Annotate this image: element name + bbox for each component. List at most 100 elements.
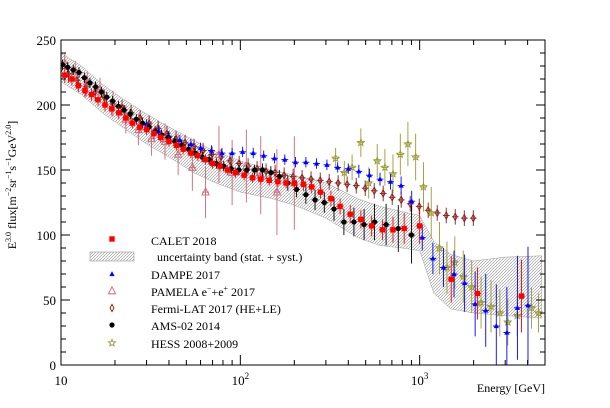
point-marker — [258, 176, 264, 182]
data-point — [403, 121, 413, 167]
data-point — [474, 267, 481, 320]
data-point — [524, 246, 532, 364]
data-point — [69, 64, 77, 76]
data-point — [290, 176, 298, 190]
data-point — [143, 124, 150, 135]
point-marker — [69, 76, 75, 82]
data-point — [282, 177, 290, 189]
point-marker — [312, 197, 318, 203]
point-marker — [229, 150, 235, 156]
point-marker — [416, 223, 423, 229]
data-point — [469, 210, 477, 226]
point-marker — [448, 276, 454, 282]
point-marker — [409, 198, 415, 204]
point-marker — [353, 181, 359, 191]
data-point — [126, 108, 134, 120]
data-point — [361, 180, 369, 196]
point-marker — [461, 213, 467, 223]
point-marker — [335, 164, 341, 170]
point-marker — [240, 148, 246, 154]
data-point — [339, 160, 349, 185]
point-marker — [104, 94, 110, 100]
legend-label-fermi: Fermi-LAT 2017 (HE+LE) — [151, 302, 281, 316]
y-tick-label: 150 — [37, 163, 57, 178]
data-point — [325, 173, 333, 190]
point-marker — [470, 213, 476, 223]
data-point — [81, 84, 89, 98]
point-marker — [81, 75, 87, 81]
point-marker — [452, 212, 458, 222]
point-marker — [173, 149, 183, 158]
data-point — [108, 102, 116, 116]
point-marker — [188, 162, 197, 171]
point-marker — [82, 88, 88, 94]
point-marker — [474, 290, 481, 297]
data-point — [492, 284, 500, 365]
legend-marker-dampe — [109, 271, 115, 277]
point-marker — [451, 271, 457, 277]
data-point — [450, 250, 458, 298]
point-marker — [418, 182, 429, 191]
point-marker — [483, 307, 489, 313]
data-point — [224, 164, 232, 176]
data-point — [416, 207, 424, 245]
point-marker — [388, 169, 398, 178]
point-marker — [398, 182, 404, 188]
data-point — [334, 175, 342, 191]
data-point — [482, 274, 490, 347]
point-marker — [202, 156, 209, 163]
legend-marker-symbol — [107, 285, 117, 295]
data-point — [218, 147, 226, 159]
point-marker — [93, 84, 99, 90]
data-point — [115, 106, 123, 120]
point-marker — [129, 120, 136, 126]
data-point — [397, 176, 405, 195]
point-marker — [356, 168, 362, 174]
point-marker — [272, 186, 282, 196]
data-point — [103, 92, 111, 103]
data-point — [346, 205, 354, 224]
data-point — [272, 149, 282, 235]
legend-entry-dampe: DAMPE 2017 — [109, 268, 220, 282]
data-point — [352, 177, 360, 194]
point-marker — [504, 329, 510, 335]
legend-label-hess: HESS 2008+2009 — [151, 337, 238, 351]
point-marker — [434, 243, 445, 252]
data-point — [249, 147, 257, 159]
data-point — [80, 72, 88, 83]
data-point — [467, 261, 477, 313]
data-point — [450, 236, 460, 289]
data-point — [320, 192, 328, 213]
data-point — [370, 183, 378, 199]
point-marker — [227, 156, 233, 166]
point-marker — [261, 152, 267, 158]
point-marker — [254, 164, 260, 174]
data-point — [265, 175, 273, 186]
data-point — [495, 289, 505, 337]
data-point — [187, 147, 195, 159]
data-point — [447, 255, 455, 303]
data-point — [331, 147, 341, 169]
point-marker — [249, 175, 256, 181]
data-point — [88, 88, 95, 102]
legend-label-calet: CALET 2018 — [151, 234, 216, 248]
legend-marker-hess — [107, 338, 117, 347]
point-marker — [201, 186, 210, 196]
data-point — [197, 142, 204, 154]
point-marker — [110, 98, 116, 104]
data-point — [216, 160, 224, 172]
data-point — [308, 180, 316, 194]
point-marker — [102, 102, 108, 108]
point-marker — [434, 208, 440, 218]
data-points-layer — [61, 53, 544, 365]
point-marker — [195, 153, 201, 159]
point-marker — [197, 145, 204, 150]
point-marker — [345, 165, 351, 171]
point-marker — [328, 195, 334, 202]
data-point — [165, 136, 173, 147]
data-point — [311, 189, 319, 211]
data-point — [136, 121, 144, 133]
point-marker — [116, 110, 122, 116]
data-point — [317, 185, 324, 199]
